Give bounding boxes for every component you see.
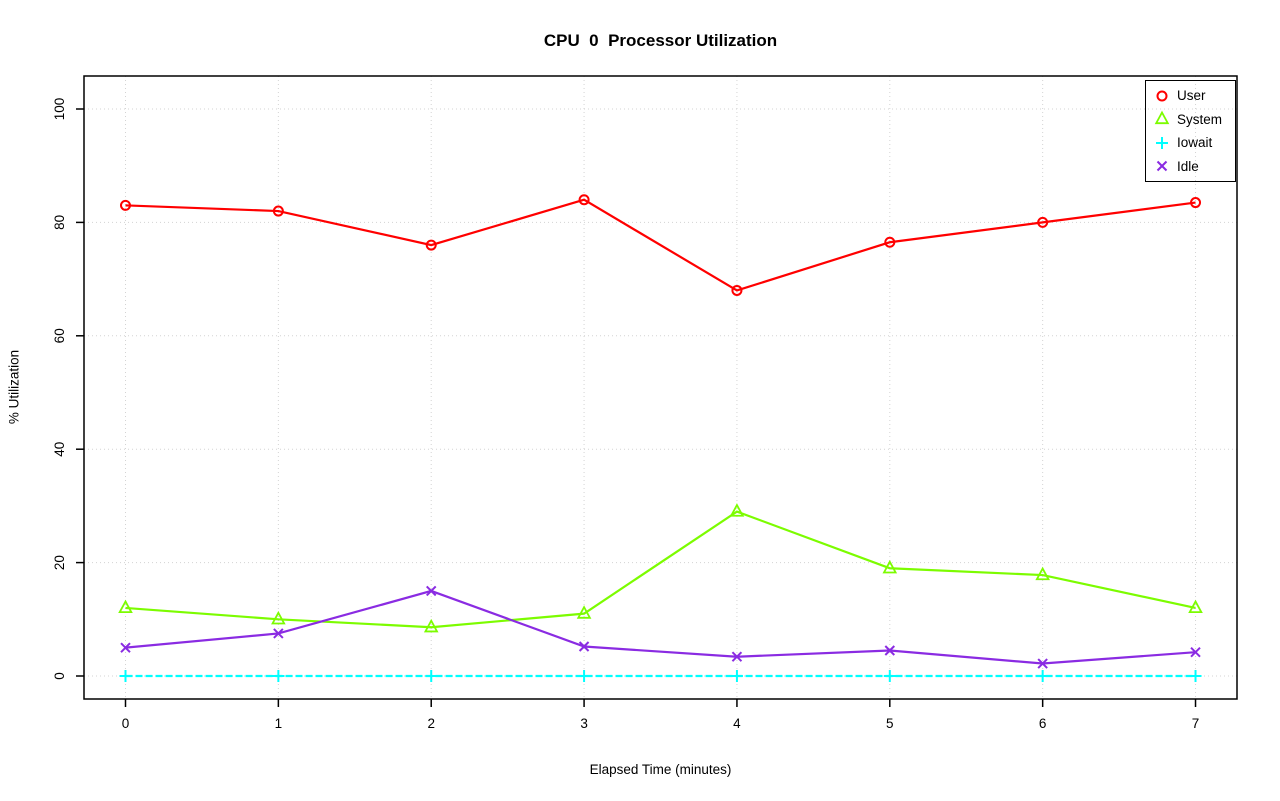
series-idle xyxy=(120,585,1201,669)
x-tick-label: 5 xyxy=(886,716,894,731)
legend-item-system: System xyxy=(1153,108,1235,132)
legend-label: Idle xyxy=(1177,158,1199,174)
triangle-icon xyxy=(1154,110,1170,125)
x-tick-label: 6 xyxy=(1039,716,1047,731)
y-tick-label: 40 xyxy=(52,442,67,457)
x-tick-label: 0 xyxy=(122,716,130,731)
x-icon xyxy=(1156,161,1168,172)
x-tick-label: 2 xyxy=(427,716,435,731)
axes: 0 1 2 3 4 5 6 7 0 20 40 60 80 100 xyxy=(52,98,1199,731)
legend-label: Iowait xyxy=(1177,135,1213,150)
series-system-line xyxy=(125,510,1196,629)
x-tick-label: 7 xyxy=(1192,716,1200,731)
x-axis-label: Elapsed Time (minutes) xyxy=(589,762,732,777)
x-tick-label: 3 xyxy=(580,716,588,731)
series-user xyxy=(120,194,1202,296)
grid-lines xyxy=(84,76,1237,699)
legend-label: System xyxy=(1177,111,1223,127)
x-tick-label: 1 xyxy=(275,716,283,731)
series-iowait xyxy=(119,670,1202,682)
y-tick-label: 100 xyxy=(52,98,67,121)
y-tick-label: 0 xyxy=(52,672,67,680)
legend: User System Iowait Idle xyxy=(1145,80,1236,182)
x-tick-label: 4 xyxy=(733,716,741,731)
legend-label: User xyxy=(1177,88,1206,103)
series-user-line xyxy=(125,198,1196,292)
y-axis-label: % Utilization xyxy=(6,349,22,425)
plus-icon xyxy=(1156,136,1168,149)
legend-item-idle: Idle xyxy=(1153,155,1235,179)
legend-item-user: User xyxy=(1153,84,1235,108)
circle-icon xyxy=(1156,90,1168,102)
series-system xyxy=(118,503,1203,633)
y-tick-label: 80 xyxy=(52,215,67,230)
plot-border xyxy=(83,75,1238,700)
chart-title: CPU 0 Processor Utilization xyxy=(543,31,778,50)
y-tick-label: 20 xyxy=(52,555,67,570)
y-tick-label: 60 xyxy=(52,328,67,343)
series-idle-line xyxy=(125,589,1196,665)
legend-item-iowait: Iowait xyxy=(1153,131,1235,155)
